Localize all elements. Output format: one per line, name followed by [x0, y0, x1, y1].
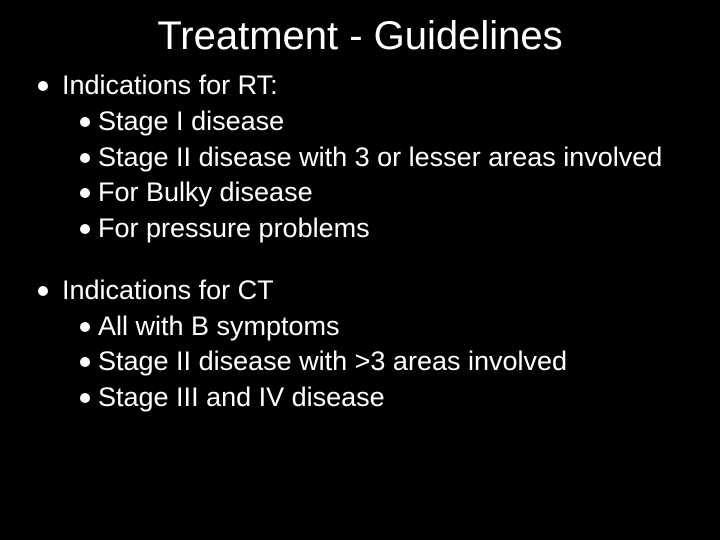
list-item: For pressure problems	[80, 212, 662, 246]
bullet-icon	[80, 224, 90, 234]
bullet-icon	[80, 393, 90, 403]
sub-item-text: All with B symptoms	[98, 310, 340, 344]
slide: Treatment - Guidelines Indications for R…	[0, 0, 720, 540]
sub-list: All with B symptoms Stage II disease wit…	[62, 310, 567, 415]
list-item: Stage II disease with >3 areas involved	[80, 345, 567, 379]
bullet-icon	[80, 153, 90, 163]
slide-body: Indications for RT: Stage I disease Stag…	[0, 59, 720, 415]
bullet-icon	[80, 188, 90, 198]
list-item: For Bulky disease	[80, 176, 662, 210]
sub-item-text: For Bulky disease	[98, 176, 313, 210]
section-heading: Indications for CT	[62, 274, 567, 308]
bullet-icon	[80, 357, 90, 367]
list-item: Stage II disease with 3 or lesser areas …	[80, 141, 662, 175]
list-item: Stage III and IV disease	[80, 381, 567, 415]
sub-item-text: Stage III and IV disease	[98, 381, 385, 415]
sub-item-text: For pressure problems	[98, 212, 370, 246]
slide-title: Treatment - Guidelines	[0, 0, 720, 59]
sub-item-text: Stage II disease with 3 or lesser areas …	[98, 141, 662, 175]
bullet-icon	[38, 286, 48, 296]
sub-item-text: Stage II disease with >3 areas involved	[98, 345, 567, 379]
list-item: All with B symptoms	[80, 310, 567, 344]
sub-list: Stage I disease Stage II disease with 3 …	[62, 105, 662, 246]
bullet-icon	[80, 322, 90, 332]
bullet-icon	[38, 81, 48, 91]
list-item: Stage I disease	[80, 105, 662, 139]
bullet-icon	[80, 117, 90, 127]
list-item: Indications for CT All with B symptoms S…	[38, 274, 688, 415]
section-heading: Indications for RT:	[62, 69, 662, 103]
list-item: Indications for RT: Stage I disease Stag…	[38, 69, 688, 246]
sub-item-text: Stage I disease	[98, 105, 284, 139]
